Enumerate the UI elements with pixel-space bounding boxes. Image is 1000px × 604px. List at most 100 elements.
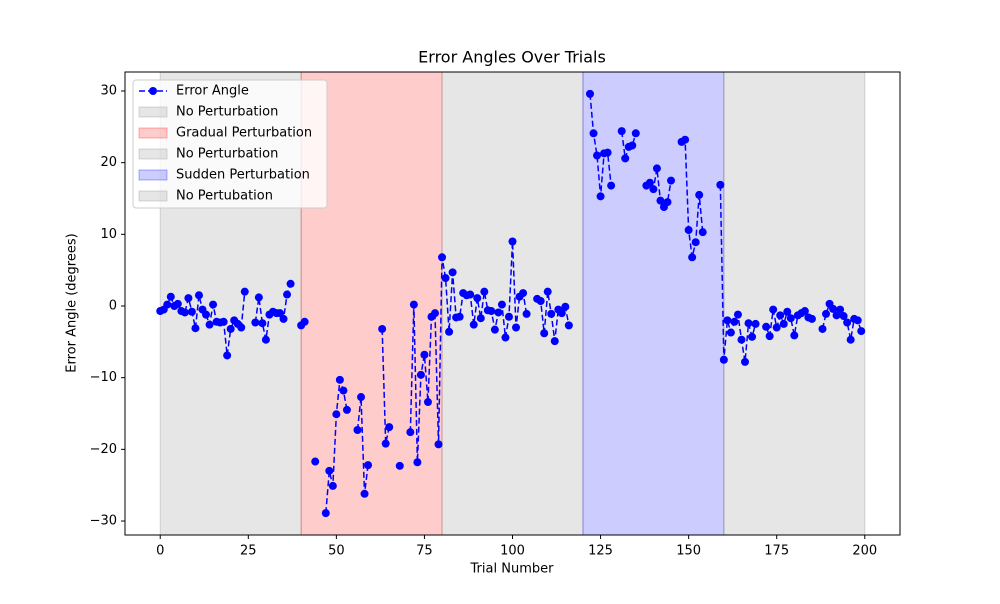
data-point: [311, 457, 320, 466]
data-point: [321, 509, 330, 518]
data-point: [300, 317, 309, 326]
legend-label: Gradual Perturbation: [176, 126, 312, 141]
data-point: [508, 237, 517, 246]
data-point: [497, 300, 506, 309]
legend-label: No Perturbation: [176, 147, 278, 162]
data-point: [681, 135, 690, 144]
data-point: [853, 316, 862, 325]
y-tick-label: 10: [100, 227, 117, 242]
data-point: [719, 355, 728, 364]
data-point: [335, 375, 344, 384]
data-point: [173, 299, 182, 308]
data-point: [487, 307, 496, 316]
legend: Error Angle No Perturbation Gradual Pertur…: [132, 79, 328, 209]
data-point: [205, 320, 214, 329]
data-point: [438, 253, 447, 262]
data-point: [385, 423, 394, 432]
data-point: [469, 320, 478, 329]
data-point: [406, 428, 415, 437]
data-point: [413, 458, 422, 467]
data-point: [466, 290, 475, 299]
data-point: [441, 274, 450, 283]
data-point: [191, 324, 200, 333]
data-point: [751, 319, 760, 328]
data-point: [800, 307, 809, 316]
data-point: [378, 324, 387, 333]
data-point: [276, 309, 284, 318]
legend-label: Sudden Perturbation: [176, 168, 310, 183]
data-point: [184, 294, 193, 303]
data-point: [765, 332, 774, 341]
data-point: [494, 308, 503, 317]
data-point: [353, 426, 362, 435]
legend-patch: [138, 148, 168, 160]
data-point: [762, 322, 771, 331]
data-point: [776, 311, 785, 320]
data-point: [166, 292, 175, 301]
data-point: [342, 405, 351, 414]
x-tick-label: 150: [676, 544, 701, 559]
data-point: [431, 309, 439, 318]
data-point: [790, 331, 799, 340]
data-point: [163, 300, 172, 309]
data-point: [364, 461, 373, 470]
data-point: [187, 307, 196, 316]
data-point: [839, 312, 848, 321]
data-point: [667, 176, 676, 185]
y-tick-label: −10: [90, 370, 117, 385]
span: [441, 71, 584, 536]
data-point: [779, 319, 788, 328]
data-point: [202, 310, 211, 319]
data-point: [832, 311, 841, 320]
x-tick-label: 0: [156, 544, 164, 559]
data-point: [822, 309, 831, 318]
data-point: [512, 323, 521, 332]
data-point: [649, 185, 658, 194]
data-point: [593, 151, 602, 160]
x-tick-label: 75: [416, 544, 433, 559]
data-point: [786, 314, 795, 323]
data-point: [561, 302, 570, 311]
data-point: [723, 316, 732, 325]
data-point: [617, 127, 626, 136]
x-axis-label: Trial Number: [470, 562, 555, 577]
data-point: [586, 89, 594, 98]
y-tick-label: 0: [109, 299, 117, 314]
data-point: [829, 304, 838, 313]
data-point: [857, 327, 866, 336]
data-point: [607, 181, 616, 190]
data-point: [631, 129, 640, 138]
legend-marker: [149, 87, 157, 95]
data-point: [237, 323, 246, 332]
data-point: [783, 307, 792, 316]
data-point: [423, 398, 432, 407]
data-point: [360, 489, 369, 498]
data-point: [219, 317, 228, 326]
y-tick-label: 30: [100, 83, 117, 98]
data-point: [557, 309, 566, 318]
data-point: [194, 291, 203, 300]
data-point: [536, 296, 545, 305]
data-point: [748, 332, 757, 341]
data-point: [455, 312, 464, 321]
data-point: [737, 335, 746, 344]
y-tick-label: −30: [90, 514, 117, 529]
data-point: [818, 324, 827, 333]
data-point: [741, 357, 749, 366]
x-tick-label: 200: [852, 544, 877, 559]
y-tick-label: −20: [90, 442, 117, 457]
data-point: [628, 141, 637, 150]
data-point: [223, 351, 232, 360]
x-tick-label: 50: [328, 544, 345, 559]
data-point: [656, 196, 665, 205]
data-point: [339, 386, 348, 395]
data-point: [846, 335, 855, 344]
data-point: [733, 310, 742, 319]
data-point: [836, 305, 845, 314]
data-point: [564, 321, 573, 330]
data-point: [286, 279, 295, 288]
data-point: [476, 314, 485, 323]
data-point: [843, 318, 852, 327]
data-point: [332, 410, 341, 419]
